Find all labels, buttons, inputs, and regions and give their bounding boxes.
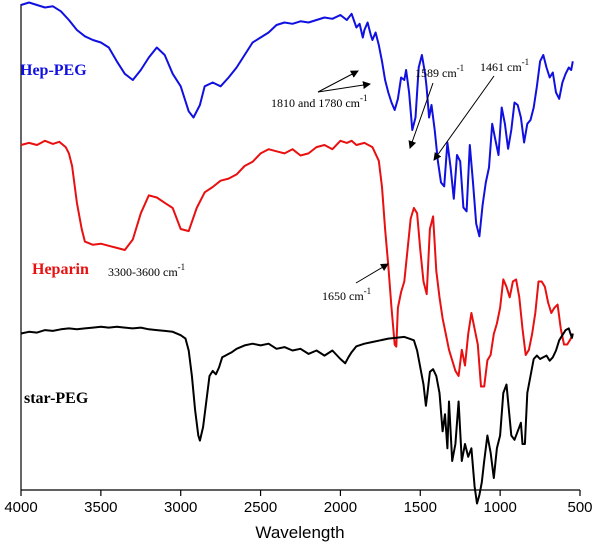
annotation-1650-text: 1650 cm: [322, 289, 364, 303]
svg-text:1589 cm-1: 1589 cm-1: [415, 63, 464, 80]
annotation-1589-text: 1589 cm: [415, 66, 457, 80]
x-tick-label: 500: [567, 499, 592, 516]
series-label-star-peg: star-PEG: [24, 390, 89, 407]
annotation-1650: 1650 cm-1: [322, 263, 389, 303]
x-ticks: [20, 490, 581, 496]
x-tick-label: 2500: [244, 499, 277, 516]
x-tick-label: 3500: [84, 499, 117, 516]
svg-text:1810 and 1780 cm-1: 1810 and 1780 cm-1: [271, 93, 368, 110]
x-tick-label: 3000: [164, 499, 197, 516]
series-line-hep-peg: [20, 1, 574, 238]
x-tick-label: 1500: [404, 499, 437, 516]
annotation-3300-3600-text: 3300-3600 cm: [108, 265, 178, 279]
annotation-3300-3600: 3300-3600 cm-1: [108, 262, 185, 279]
series-line-heparin: [20, 139, 574, 388]
annotation-1461-text: 1461 cm: [480, 60, 522, 74]
annotation-1810-1780: 1810 and 1780 cm-1: [271, 70, 371, 110]
x-axis-title: Wavelength: [255, 523, 344, 542]
svg-text:1461 cm-1: 1461 cm-1: [480, 57, 529, 74]
annotation-1589: 1589 cm-1: [408, 63, 464, 149]
annotation-1810-1780-text: 1810 and 1780 cm: [271, 96, 361, 110]
series-label-heparin: Heparin: [32, 261, 89, 278]
x-tick-label: 4000: [4, 499, 37, 516]
svg-text:1650 cm-1: 1650 cm-1: [322, 286, 371, 303]
series-label-hep-peg: Hep-PEG: [20, 62, 87, 79]
annotation-1461: 1461 cm-1: [433, 57, 529, 161]
series-line-star-peg: [20, 325, 574, 505]
x-tick-label: 1000: [483, 499, 516, 516]
series-lines: [20, 1, 574, 505]
x-tick-labels: 4000 3500 3000 2500 2000 1500 1000 500: [4, 499, 592, 516]
svg-text:3300-3600 cm-1: 3300-3600 cm-1: [108, 262, 185, 279]
x-tick-label: 2000: [324, 499, 357, 516]
